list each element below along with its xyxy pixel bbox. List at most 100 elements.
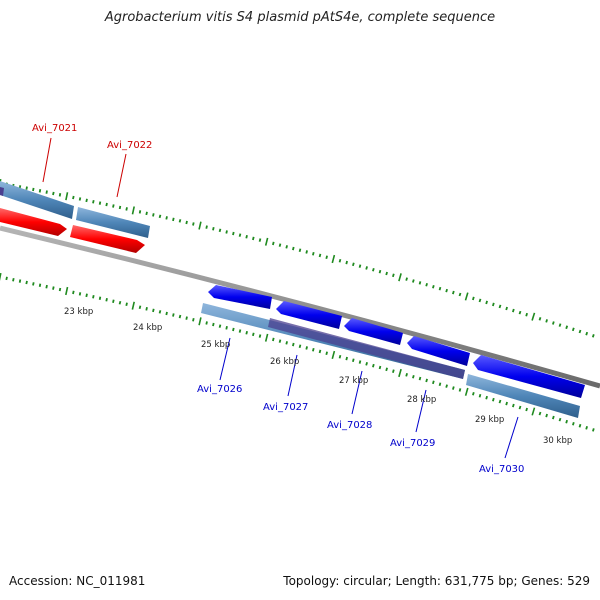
major-tick	[331, 350, 336, 360]
minor-tick	[205, 225, 208, 229]
major-tick	[464, 387, 469, 396]
leader-line	[116, 153, 127, 198]
minor-tick	[38, 189, 42, 193]
gene-arrow	[344, 318, 403, 345]
minor-tick	[325, 255, 328, 260]
kbp-label: 30 kbp	[543, 436, 572, 446]
major-tick	[65, 192, 69, 201]
minor-tick	[32, 282, 35, 286]
minor-tick	[458, 292, 462, 297]
minor-tick	[485, 300, 488, 305]
minor-tick	[218, 324, 222, 328]
minor-tick	[472, 296, 475, 301]
minor-tick	[418, 281, 422, 285]
minor-tick	[485, 395, 488, 400]
minor-tick	[252, 332, 255, 337]
kbp-labels: 23 kbp 24 kbp 25 kbp 26 kbp 27 kbp 28 kb…	[64, 307, 572, 446]
minor-tick	[185, 220, 188, 225]
gene-label[interactable]: Avi_7028	[327, 420, 372, 431]
minor-tick	[85, 198, 88, 203]
leader-line	[42, 137, 52, 183]
minor-tick	[338, 354, 342, 359]
minor-tick	[552, 321, 555, 325]
minor-tick	[312, 251, 315, 256]
minor-tick	[418, 376, 422, 381]
minor-tick	[452, 290, 455, 295]
major-tick	[398, 368, 402, 378]
minor-tick	[272, 337, 275, 342]
major-tick	[264, 237, 269, 246]
gene-arrow	[276, 301, 342, 329]
minor-tick	[565, 325, 569, 330]
gene-arrow	[407, 336, 470, 366]
kbp-label: 24 kbp	[133, 323, 162, 333]
minor-tick	[5, 276, 8, 281]
minor-tick	[385, 271, 388, 276]
minor-tick	[25, 280, 28, 285]
minor-tick	[45, 284, 48, 289]
minor-tick	[472, 391, 475, 396]
gene-arrow	[208, 285, 272, 309]
minor-tick	[38, 283, 42, 287]
major-tick	[531, 407, 536, 416]
minor-tick	[72, 290, 75, 295]
minor-tick	[445, 288, 448, 293]
minor-tick	[325, 351, 328, 356]
gene-arrow	[0, 208, 67, 236]
leader-line	[504, 416, 519, 459]
major-tick	[398, 273, 402, 282]
minor-tick	[112, 299, 115, 303]
minor-tick	[392, 273, 395, 278]
minor-tick	[218, 228, 222, 233]
gene-label[interactable]: Avi_7027	[263, 402, 308, 413]
leader-line	[415, 389, 427, 433]
minor-tick	[172, 217, 175, 222]
minor-tick	[345, 260, 348, 265]
minor-tick	[571, 327, 575, 332]
minor-tick	[258, 238, 262, 242]
minor-tick	[138, 305, 142, 310]
sequence-backbone	[0, 225, 600, 389]
minor-tick	[385, 367, 388, 372]
gene-label[interactable]: Avi_7030	[479, 464, 524, 475]
minor-tick	[178, 314, 182, 319]
leader-line	[287, 354, 298, 397]
minor-tick	[305, 346, 308, 350]
minor-tick	[185, 316, 188, 320]
minor-tick	[518, 405, 522, 410]
minor-tick	[492, 397, 495, 402]
minor-tick	[192, 318, 195, 322]
gene-label[interactable]: Avi_7022	[107, 140, 152, 151]
minor-tick	[345, 356, 348, 361]
minor-tick	[138, 210, 142, 214]
minor-tick	[178, 219, 182, 223]
minor-tick	[232, 327, 235, 332]
major-tick	[0, 272, 2, 281]
minor-tick	[445, 384, 448, 388]
minor-tick	[72, 195, 75, 200]
minor-tick	[78, 197, 82, 201]
major-tick	[464, 292, 469, 301]
minor-tick	[545, 319, 548, 323]
minor-tick	[18, 279, 22, 283]
gene-label[interactable]: Avi_7026	[197, 384, 242, 395]
minor-tick	[298, 248, 302, 253]
gene-label[interactable]: Avi_7021	[32, 123, 77, 134]
minor-tick	[118, 300, 122, 305]
gene-label[interactable]: Avi_7029	[390, 438, 435, 449]
gene-arrow	[473, 355, 585, 398]
minor-tick	[365, 362, 368, 366]
minor-tick	[172, 313, 175, 317]
minor-tick	[92, 200, 95, 204]
kbp-label: 28 kbp	[407, 395, 436, 405]
minor-tick	[252, 236, 255, 241]
minor-tick	[558, 323, 562, 327]
minor-tick	[105, 298, 108, 302]
minor-tick	[238, 329, 242, 333]
leader-line	[351, 370, 363, 415]
minor-tick	[225, 230, 228, 234]
cds-block	[76, 207, 150, 238]
minor-tick	[158, 214, 162, 219]
minor-tick	[478, 298, 482, 303]
kbp-label: 26 kbp	[270, 357, 299, 367]
